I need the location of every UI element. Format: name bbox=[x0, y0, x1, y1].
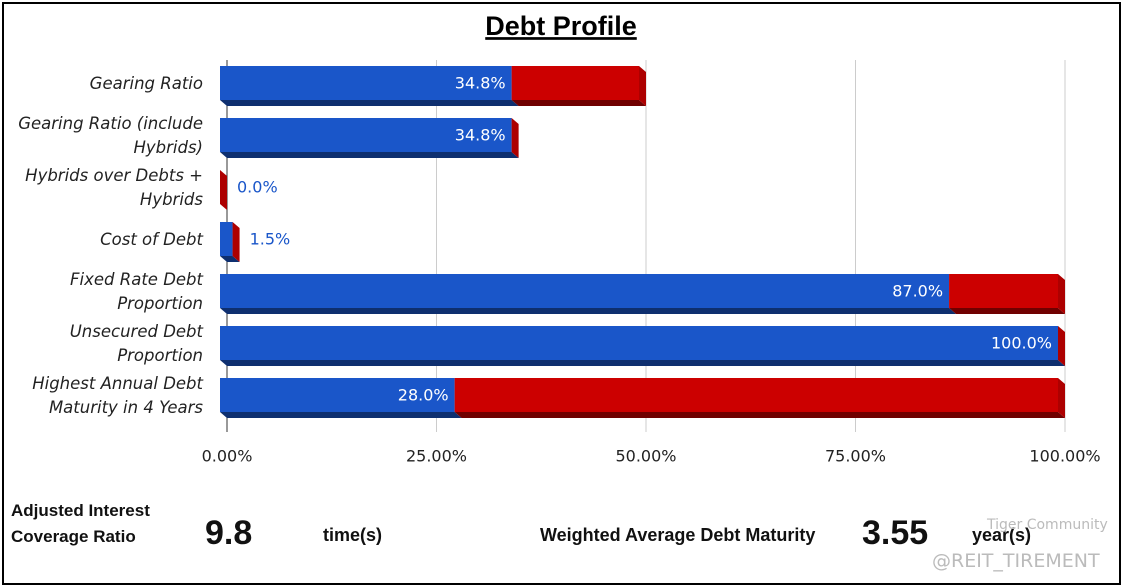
watermark: Tiger Community bbox=[987, 517, 1108, 533]
bar-depth bbox=[220, 308, 957, 314]
data-label: 87.0% bbox=[892, 282, 943, 301]
bar-depth bbox=[220, 100, 519, 106]
data-label: 34.8% bbox=[455, 126, 506, 145]
bar-side bbox=[1058, 378, 1065, 418]
bar bbox=[220, 378, 455, 412]
bar-side bbox=[639, 66, 646, 106]
data-label: 28.0% bbox=[398, 386, 449, 405]
bar-side bbox=[220, 170, 227, 210]
bar bbox=[220, 274, 950, 308]
x-tick-label: 0.00% bbox=[202, 447, 253, 466]
bar bbox=[454, 378, 1058, 412]
y-tick-label: Cost of Debt bbox=[100, 230, 203, 249]
bar bbox=[949, 274, 1058, 308]
watermark: @REIT_TIREMENT bbox=[932, 550, 1100, 572]
y-tick-label: Fixed Rate Debt Proportion bbox=[70, 270, 203, 313]
y-tick-label: Highest Annual Debt Maturity in 4 Years bbox=[32, 374, 203, 417]
bar bbox=[511, 66, 639, 100]
data-label: 0.0% bbox=[237, 178, 278, 197]
y-tick-label: Gearing Ratio bbox=[89, 74, 203, 93]
bar-side bbox=[1058, 274, 1065, 314]
bar bbox=[220, 222, 233, 256]
y-tick-label: Hybrids over Debts + Hybrids bbox=[25, 166, 203, 209]
bar-depth bbox=[220, 360, 1065, 366]
y-tick-label: Gearing Ratio (include Hybrids) bbox=[18, 114, 203, 157]
metric-label: Weighted Average Debt Maturity bbox=[540, 525, 816, 545]
bar-side bbox=[232, 222, 240, 262]
x-tick-label: 75.00% bbox=[825, 447, 886, 466]
metric-unit: time(s) bbox=[323, 525, 383, 545]
bar bbox=[220, 326, 1058, 360]
bar-depth bbox=[220, 152, 519, 158]
metric-label: Adjusted Interest Coverage Ratio bbox=[11, 501, 150, 546]
bar bbox=[220, 118, 512, 152]
data-label: 100.0% bbox=[991, 334, 1052, 353]
chart-title: Debt Profile bbox=[485, 11, 637, 41]
x-tick-label: 25.00% bbox=[406, 447, 467, 466]
data-label: 34.8% bbox=[455, 74, 506, 93]
y-tick-label: Unsecured Debt Proportion bbox=[69, 322, 203, 365]
metric-value: 3.55 bbox=[862, 514, 929, 552]
bar-depth bbox=[220, 412, 462, 418]
bar-depth bbox=[454, 412, 1065, 418]
bar-depth bbox=[511, 100, 646, 106]
metric-unit: year(s) bbox=[972, 525, 1032, 545]
bar-depth bbox=[949, 308, 1065, 314]
x-tick-label: 50.00% bbox=[615, 447, 676, 466]
bar-side bbox=[511, 118, 519, 158]
bar-side bbox=[1058, 326, 1065, 366]
bar bbox=[220, 66, 512, 100]
metric-value: 9.8 bbox=[205, 514, 253, 552]
bar-depth bbox=[220, 256, 240, 262]
data-label: 1.5% bbox=[250, 230, 291, 249]
x-tick-label: 100.00% bbox=[1029, 447, 1100, 466]
